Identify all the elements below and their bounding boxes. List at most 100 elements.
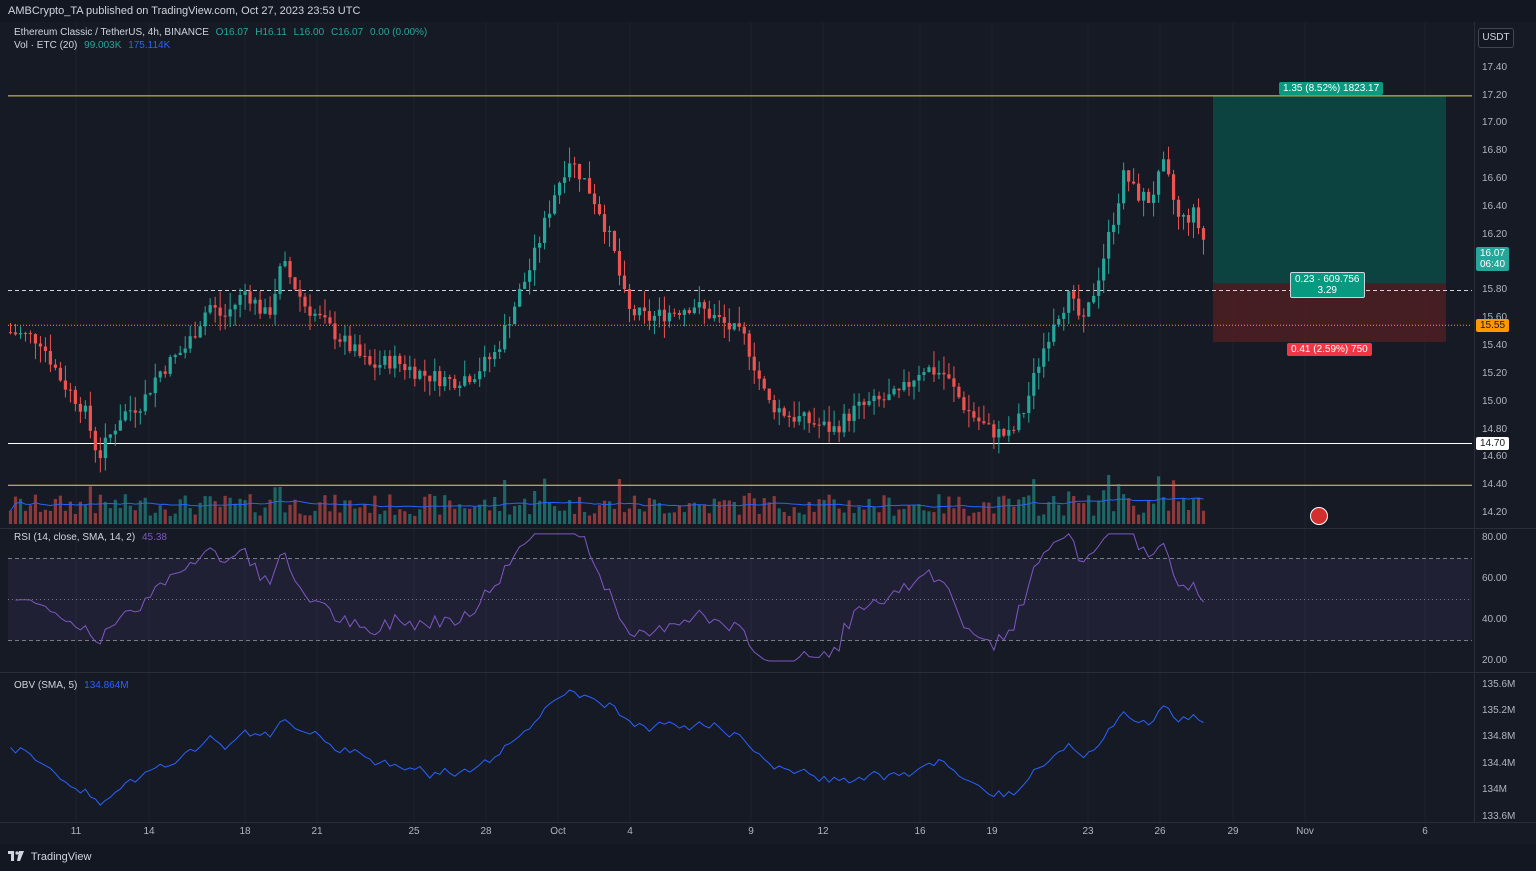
volume-bar — [248, 494, 252, 524]
candle-body — [488, 356, 492, 360]
footer: TradingView — [0, 844, 1536, 870]
rsi-legend[interactable]: RSI (14, close, SMA, 14, 2) 45.38 — [14, 532, 171, 543]
candle-body — [23, 333, 28, 335]
volume-bar — [1077, 502, 1081, 524]
candle-body — [138, 411, 142, 413]
volume-bar — [1012, 506, 1016, 524]
volume-bar — [992, 513, 996, 524]
candle-body — [28, 333, 33, 335]
target-label[interactable]: 1.35 (8.52%) 1823.17 — [1279, 82, 1384, 95]
candle-body — [318, 313, 322, 316]
candle-body — [143, 394, 147, 412]
candle-body — [707, 308, 711, 319]
candle-body — [787, 415, 791, 418]
volume-bar — [1102, 490, 1106, 524]
volume-bar — [473, 506, 477, 524]
volume-bar — [762, 498, 766, 524]
candle-body — [18, 333, 23, 335]
volume-bar — [283, 512, 287, 524]
volume-bar — [118, 508, 122, 524]
price-axis-label: 14.80 — [1482, 424, 1508, 435]
volume-bar — [1017, 499, 1021, 524]
volume-bar — [218, 506, 222, 524]
candle-body — [842, 413, 846, 433]
volume-bar — [1007, 498, 1011, 524]
volume-bar — [288, 504, 292, 524]
volume-bar — [18, 498, 23, 524]
white-level-tag: 14.70 — [1476, 437, 1510, 450]
obv-legend[interactable]: OBV (SMA, 5) 134.864M — [14, 680, 133, 691]
volume-bar — [592, 513, 597, 524]
candle-body — [667, 312, 671, 322]
volume-bar — [572, 513, 577, 524]
volume-bar — [967, 515, 971, 524]
candle-body — [248, 291, 252, 304]
volume-bar — [957, 496, 961, 524]
volume-bar — [822, 499, 826, 524]
volume-bar — [1186, 510, 1191, 524]
volume-bar — [178, 499, 182, 524]
obv-label[interactable]: OBV (SMA, 5) — [14, 680, 78, 691]
candle-body — [433, 371, 437, 382]
price-axis-label: 17.00 — [1482, 117, 1508, 128]
candle-body — [353, 344, 357, 352]
volume-bar — [133, 510, 137, 524]
tradingview-logo-icon[interactable] — [8, 845, 24, 861]
volume-bar — [428, 494, 432, 524]
volume-bar — [48, 510, 53, 524]
candle-body — [323, 315, 327, 318]
candle-body — [1196, 207, 1201, 229]
ohlc-change: 0.00 (0.00%) — [369, 27, 428, 38]
us-flag-event-icon[interactable] — [1310, 507, 1328, 525]
stop-label[interactable]: 0.41 (2.59%) 750 — [1287, 343, 1372, 356]
candle-body — [1166, 159, 1171, 175]
rsi-label[interactable]: RSI (14, close, SMA, 14, 2) — [14, 532, 136, 543]
candle-body — [1022, 413, 1026, 415]
candle-body — [1201, 228, 1206, 240]
volume-bar — [627, 508, 632, 524]
candle-body — [897, 388, 901, 391]
volume-bar — [163, 509, 167, 524]
candle-body — [518, 288, 522, 307]
volume-legend[interactable]: Vol · ETC (20) 99.003K 175.114K — [14, 40, 174, 51]
candle-body — [997, 429, 1001, 438]
candle-body — [732, 323, 736, 330]
volume-bar — [812, 511, 816, 524]
price-axis-label: 16.60 — [1482, 173, 1508, 184]
price-axis-label: 17.40 — [1482, 62, 1508, 73]
rsi-axis-label: 40.00 — [1482, 614, 1508, 625]
volume-bar — [882, 495, 886, 524]
footer-brand[interactable]: TradingView — [30, 851, 92, 863]
volume-bar — [1181, 498, 1186, 524]
candle-body — [852, 405, 856, 421]
candle-body — [847, 413, 851, 421]
risk-reward-label[interactable]: 0.23 · 609.756 3.29 — [1290, 272, 1365, 298]
time-axis-label: 18 — [239, 826, 251, 837]
time-axis-label: 9 — [748, 826, 754, 837]
candle-body — [173, 355, 177, 358]
volume-bar — [393, 514, 397, 524]
symbol-label[interactable]: Ethereum Classic / TetherUS, 4h, BINANCE — [14, 27, 209, 38]
candle-body — [857, 401, 861, 406]
volume-label[interactable]: Vol · ETC (20) — [14, 40, 78, 51]
volume-bar — [777, 508, 781, 524]
candle-body — [258, 299, 262, 314]
currency-button[interactable]: USDT — [1478, 28, 1514, 48]
volume-bar — [373, 495, 377, 524]
obv-axis-label: 135.6M — [1482, 679, 1516, 690]
candle-body — [1062, 312, 1066, 319]
volume-bar — [348, 500, 352, 524]
obv-axis-label: 133.6M — [1482, 811, 1516, 822]
time-axis-label: 29 — [1227, 826, 1239, 837]
candle-body — [308, 306, 312, 316]
volume-bar — [433, 495, 437, 524]
candle-body — [1082, 315, 1086, 317]
target-zone — [1213, 95, 1446, 284]
volume-bar — [63, 510, 68, 524]
candle-body — [473, 379, 477, 383]
main-legend[interactable]: Ethereum Classic / TetherUS, 4h, BINANCE… — [14, 27, 431, 38]
candle-body — [682, 310, 686, 315]
volume-bar — [647, 498, 652, 524]
volume-bar — [483, 499, 487, 524]
